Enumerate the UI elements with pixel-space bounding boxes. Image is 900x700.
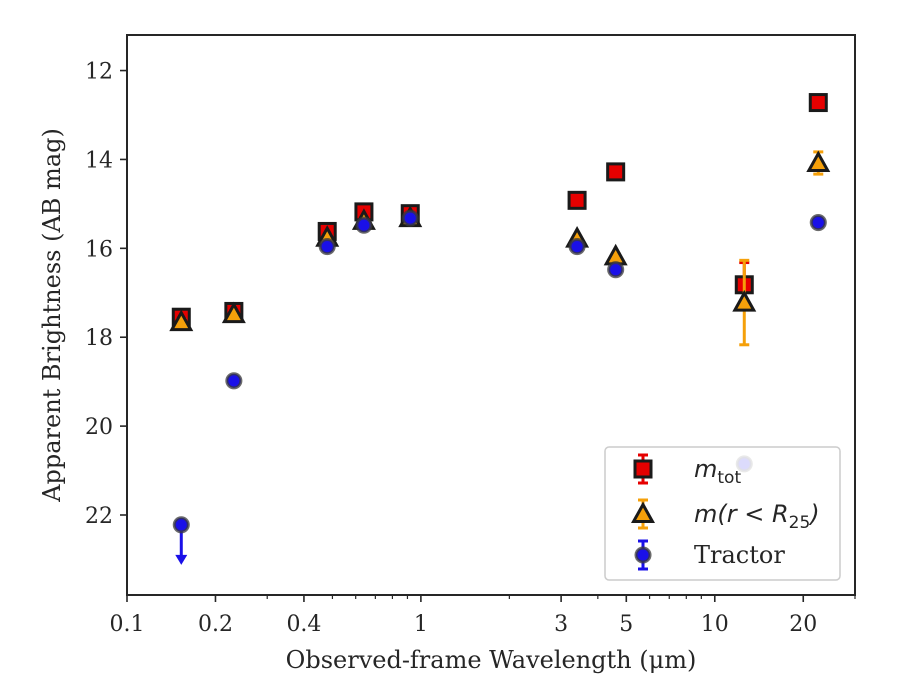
x-tick-label: 0.4 [286,612,321,637]
x-tick-label: 0.2 [198,612,233,637]
x-tick-label: 5 [619,612,633,637]
legend-item-tractor: Tractor [634,539,785,571]
data-point-tractor [809,214,827,232]
data-point-m-tot [567,190,587,210]
x-tick-label: 0.1 [110,612,145,637]
legend-box [604,446,841,581]
legend-label: mtot [694,455,741,488]
y-axis: 12 14 16 18 20 22 [85,60,127,529]
data-point-tractor [401,209,419,227]
plot-frame [126,34,856,596]
y-tick-label: 18 [85,326,113,351]
x-tick-label: 20 [789,612,817,637]
legend-label-base: m(r < R [694,500,789,528]
upper-limit-arrow [175,554,188,565]
data-point-m-tot [606,162,626,182]
legend-label: Tractor [694,541,785,569]
legend-marker [634,546,652,564]
data-point-m-r25 [169,309,194,332]
legend-item-m-r25: m(r < R25) [631,498,820,533]
data-point-tractor [318,238,336,256]
y-axis-title: Apparent Brightness (AB mag) [38,128,66,503]
x-axis: 0.1 0.2 0.4 1 3 5 10 20 [110,595,856,637]
y-tick-label: 16 [85,237,113,262]
x-tick-label: 10 [701,612,729,637]
x-axis-title: Observed-frame Wavelength (μm) [286,646,697,674]
data-point-m-r25 [732,290,757,312]
data-point-tractor [172,516,190,534]
legend-label-base: m [694,455,717,483]
legend-label-base: Tractor [694,541,785,569]
data-point-m-tot [808,93,828,113]
y-tick-label: 12 [85,60,113,85]
data-point-tractor [568,238,586,256]
legend-marker [633,459,653,479]
data-point-m-r25 [806,150,831,173]
y-tick-label: 22 [85,504,113,529]
legend: mtot m(r < R25) Tractor [604,446,841,581]
legend-item-m-tot: mtot [633,453,741,488]
data-point-m-r25 [221,301,246,324]
legend-label: m(r < R25) [694,500,820,533]
y-tick-label: 20 [85,415,113,440]
legend-marker [631,501,655,524]
legend-label-subscript: 25 [789,513,811,533]
data-point-tractor [355,216,373,234]
y-tick-label: 14 [85,148,113,173]
x-tick-label: 3 [554,612,568,637]
legend-label-subscript: tot [717,468,741,488]
x-tick-label: 1 [414,612,428,637]
data-point-tractor [607,261,625,279]
data-point-tractor [225,372,243,390]
legend-label-tail: ) [808,500,819,528]
